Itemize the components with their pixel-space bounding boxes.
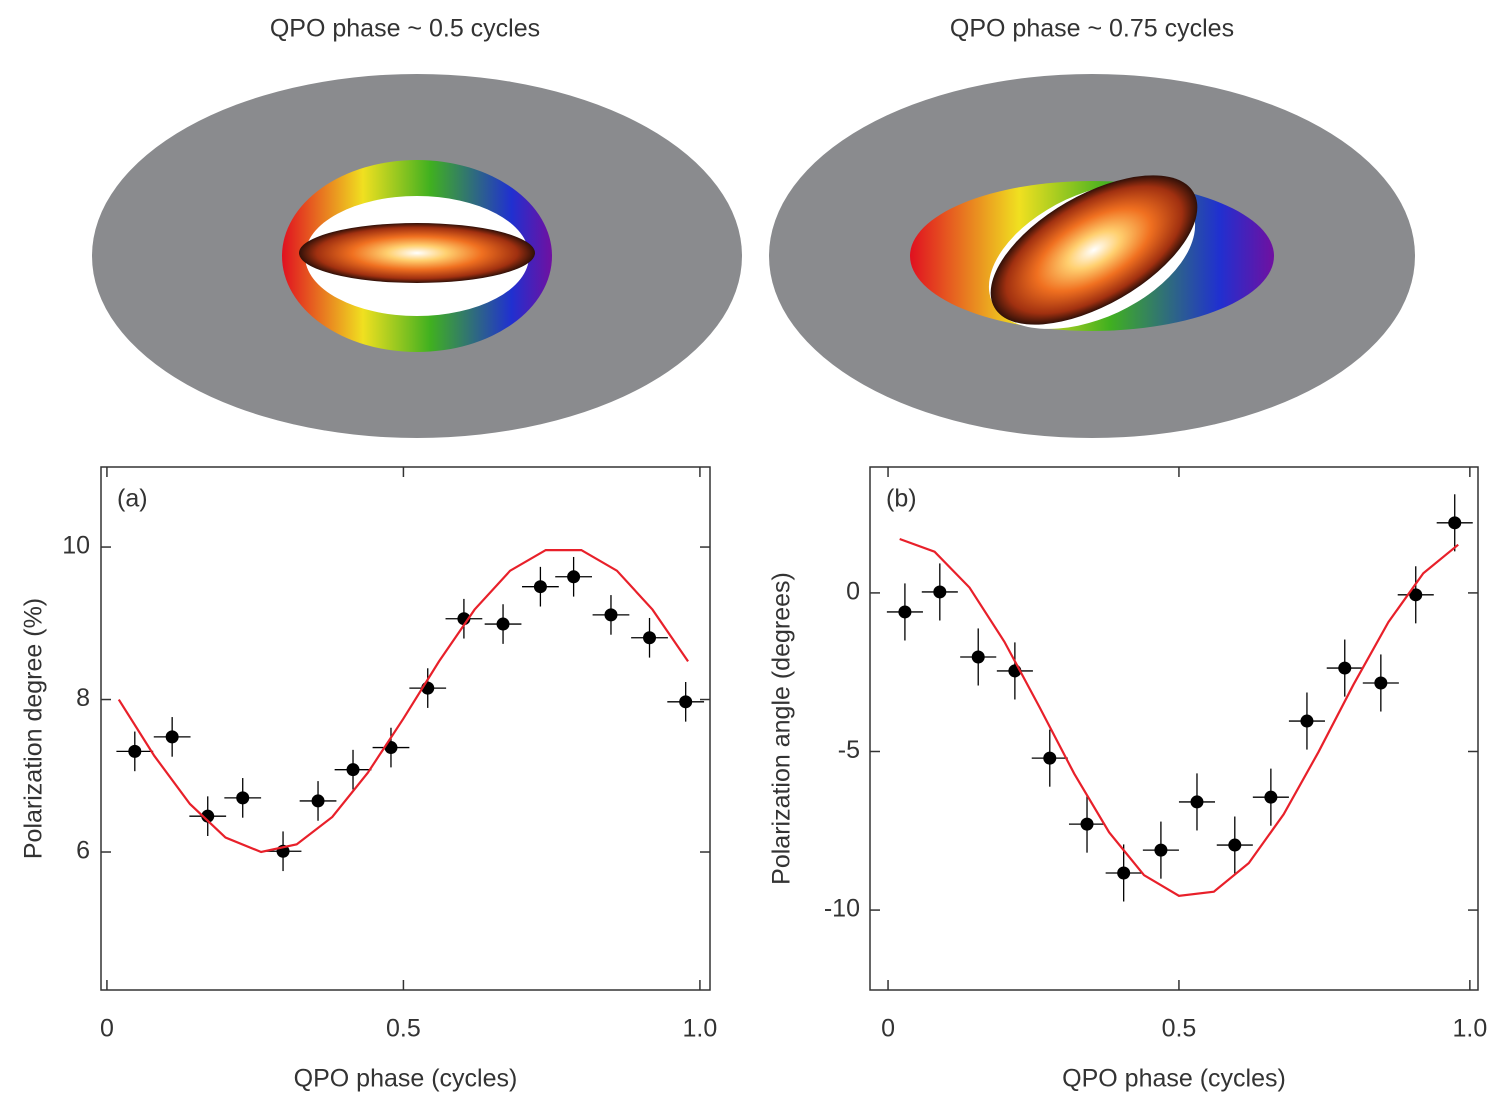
data-point bbox=[1190, 795, 1204, 809]
data-point bbox=[311, 794, 325, 808]
data-point bbox=[604, 608, 618, 622]
illustration-title: QPO phase ~ 0.75 cycles bbox=[950, 15, 1234, 43]
data-point bbox=[679, 695, 693, 709]
x-tick-label: 0 bbox=[881, 1015, 895, 1043]
data-point bbox=[201, 809, 215, 823]
data-point bbox=[1338, 661, 1352, 675]
x-tick-label: 1.0 bbox=[683, 1015, 718, 1043]
data-point bbox=[1300, 714, 1314, 728]
y-tick-label: -10 bbox=[824, 895, 860, 923]
x-tick-label: 0.5 bbox=[1162, 1015, 1197, 1043]
data-point bbox=[933, 585, 947, 599]
data-point bbox=[1228, 838, 1242, 852]
data-point bbox=[643, 631, 657, 645]
x-tick-label: 1.0 bbox=[1452, 1015, 1487, 1043]
data-point bbox=[567, 570, 581, 584]
data-point bbox=[236, 791, 250, 805]
data-point bbox=[496, 617, 510, 631]
data-point bbox=[165, 730, 179, 744]
panel-label: (b) bbox=[886, 485, 917, 513]
y-tick-label: 0 bbox=[846, 578, 860, 606]
data-point bbox=[533, 580, 547, 594]
data-point bbox=[1154, 843, 1168, 857]
data-point bbox=[1374, 676, 1388, 690]
data-point bbox=[1043, 751, 1057, 765]
data-point bbox=[971, 650, 985, 664]
x-tick-label: 0.5 bbox=[386, 1015, 421, 1043]
panel-label: (a) bbox=[117, 485, 148, 513]
model-curve bbox=[899, 537, 1459, 897]
x-axis-title: QPO phase (cycles) bbox=[294, 1065, 518, 1093]
data-point bbox=[128, 744, 142, 758]
x-tick-label: 0 bbox=[100, 1015, 114, 1043]
illustration-left bbox=[92, 74, 742, 438]
data-point bbox=[1117, 866, 1131, 880]
y-tick-label: 6 bbox=[76, 837, 90, 865]
x-axis-title: QPO phase (cycles) bbox=[1062, 1065, 1286, 1093]
y-tick-label: -5 bbox=[838, 736, 860, 764]
data-point bbox=[346, 763, 360, 777]
plot-frame bbox=[869, 466, 1479, 991]
illustration-right bbox=[769, 74, 1415, 438]
data-point bbox=[898, 605, 912, 619]
y-axis-title: Polarization angle (degrees) bbox=[768, 572, 796, 885]
y-axis-title: Polarization degree (%) bbox=[20, 598, 48, 859]
data-point bbox=[1264, 790, 1278, 804]
y-tick-label: 8 bbox=[76, 684, 90, 712]
y-tick-label: 10 bbox=[62, 532, 90, 560]
data-point bbox=[1448, 516, 1462, 530]
data-point bbox=[1409, 588, 1423, 602]
inner-disk bbox=[990, 175, 1198, 325]
plot-frame bbox=[100, 466, 711, 991]
data-point bbox=[1080, 817, 1094, 831]
inner-disk bbox=[299, 223, 535, 283]
model-curve bbox=[117, 549, 689, 854]
illustration-title: QPO phase ~ 0.5 cycles bbox=[270, 15, 540, 43]
